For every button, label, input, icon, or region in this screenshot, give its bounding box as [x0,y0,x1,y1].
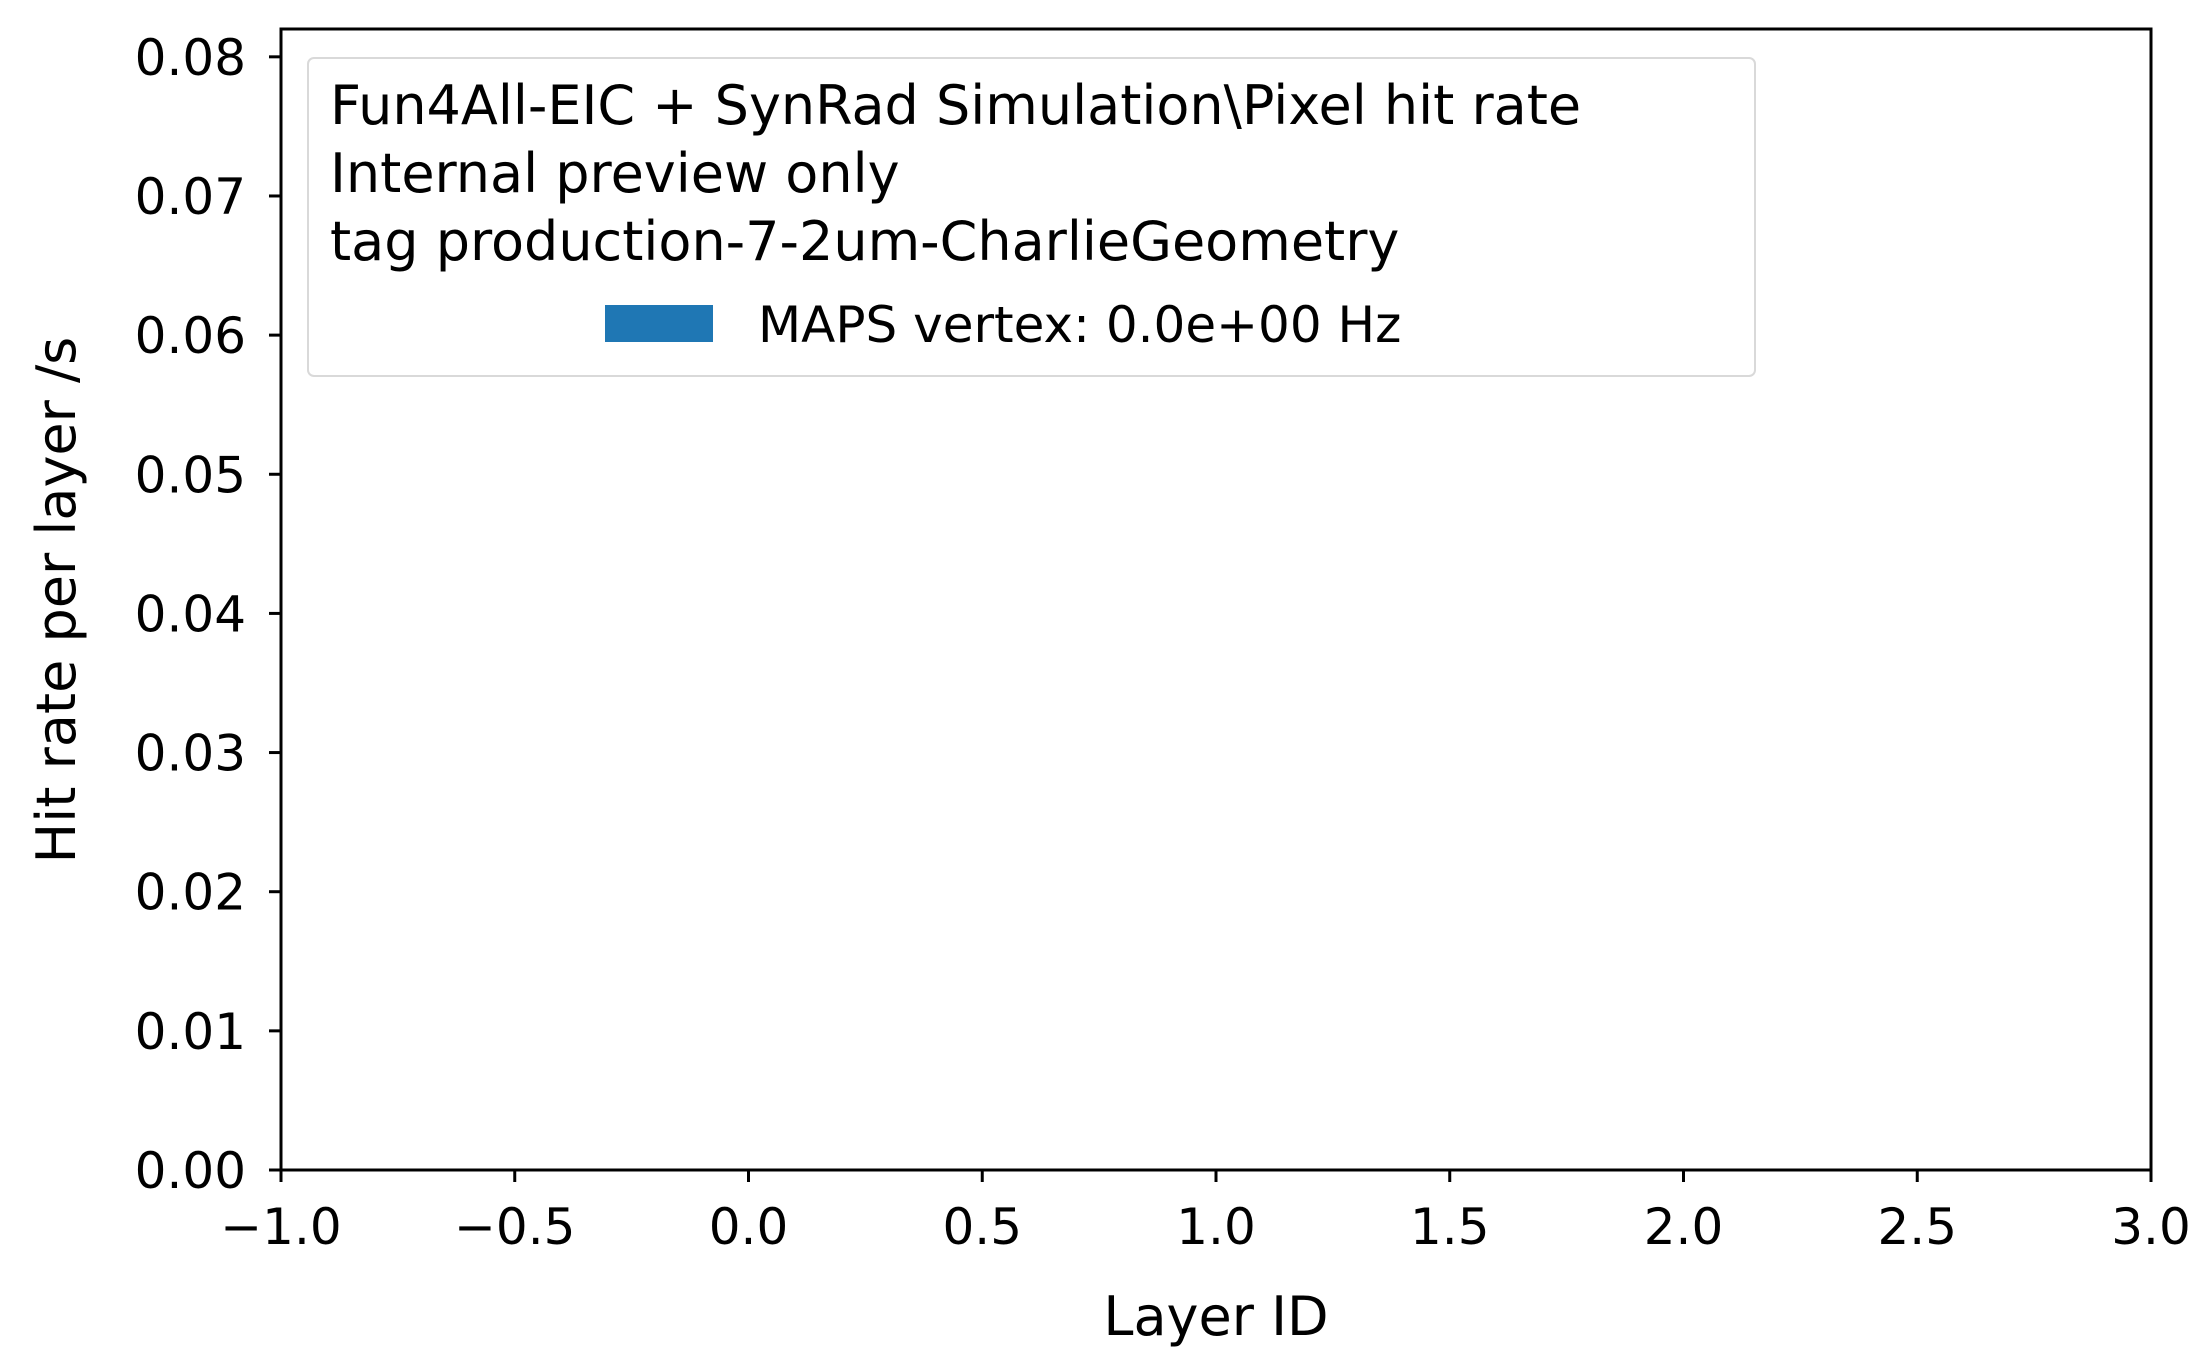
legend-title-line-3: tag production-7-2um-CharlieGeometry [330,210,1399,273]
x-tick-label: −1.0 [220,1198,341,1256]
x-axis-label: Layer ID [1103,1285,1328,1348]
x-tick-label: 1.0 [1176,1198,1256,1256]
x-tick-label: 2.5 [1877,1198,1957,1256]
x-axis-ticks: −1.0 −0.5 0.0 0.5 1.0 1.5 2.0 2.5 3.0 [220,1170,2191,1256]
y-tick-label: 0.00 [135,1142,246,1200]
x-tick-label: 2.0 [1644,1198,1724,1256]
y-tick-label: 0.01 [135,1003,246,1061]
y-tick-label: 0.05 [135,446,246,504]
x-tick-label: 1.5 [1410,1198,1490,1256]
y-axis-ticks: 0.00 0.01 0.02 0.03 0.04 0.05 0.06 0.07 0.08 [135,29,281,1200]
y-tick-label: 0.04 [135,585,246,643]
y-tick-label: 0.06 [135,307,246,365]
legend-entry-label: MAPS vertex: 0.0e+00 Hz [758,296,1401,354]
legend: Fun4All-EIC + SynRad Simulation\Pixel hi… [307,57,1756,377]
legend-title-line-1: Fun4All-EIC + SynRad Simulation\Pixel hi… [330,74,1581,137]
legend-swatch [605,305,713,342]
legend-box [307,57,1756,377]
y-axis-label: Hit rate per layer /s [25,337,88,864]
x-tick-label: −0.5 [454,1198,575,1256]
x-tick-label: 3.0 [2111,1198,2191,1256]
x-tick-label: 0.5 [942,1198,1022,1256]
legend-title-line-2: Internal preview only [330,142,900,205]
y-tick-label: 0.02 [135,864,246,922]
x-tick-label: 0.0 [709,1198,789,1256]
y-tick-label: 0.08 [135,29,246,87]
y-tick-label: 0.03 [135,725,246,783]
y-tick-label: 0.07 [135,168,246,226]
